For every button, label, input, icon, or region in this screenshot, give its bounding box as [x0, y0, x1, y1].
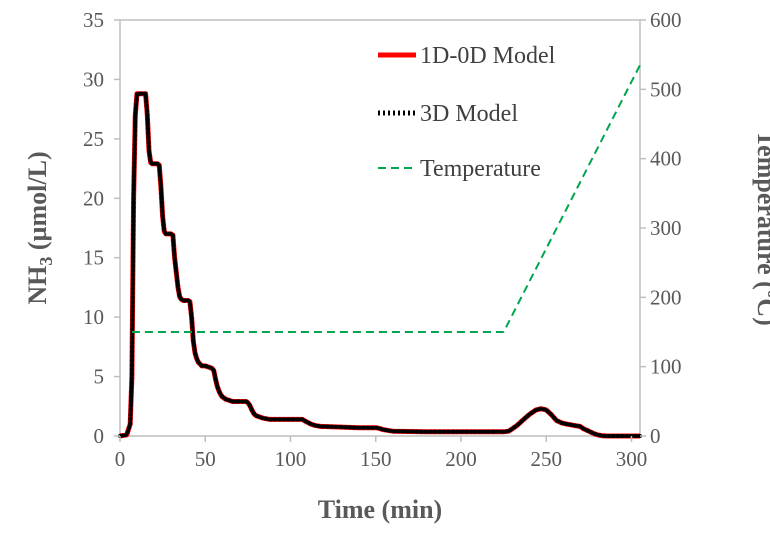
- y-right-tick-label: 0: [650, 424, 661, 448]
- legend-label-1d-0d-model: 1D-0D Model: [420, 43, 556, 69]
- y-left-axis-title: NH3 (µmol/L): [23, 151, 56, 304]
- x-axis-title: Time (min): [318, 495, 442, 524]
- y-left-axis-title-rest: (µmol/L): [23, 151, 52, 256]
- y-left-tick-label: 20: [83, 186, 104, 210]
- y-right-tick-labels: 0 100 200 300 400 500 600: [640, 8, 682, 448]
- y-left-tick-label: 0: [94, 424, 105, 448]
- y-right-tick-label: 500: [650, 77, 682, 101]
- y-right-tick-label: 300: [650, 216, 682, 240]
- y-left-tick-label: 15: [83, 246, 104, 270]
- y-right-tick-label: 600: [650, 8, 682, 32]
- series-layer: [118, 64, 642, 439]
- y-left-tick-label: 30: [83, 67, 104, 91]
- legend-label-3d-model: 3D Model: [420, 101, 518, 127]
- x-tick-label: 250: [530, 447, 562, 471]
- legend: 1D-0D Model 3D Model Temperature: [378, 43, 556, 182]
- y-left-axis-title-main: NH: [23, 266, 52, 305]
- y-left-tick-label: 5: [94, 365, 105, 389]
- x-tick-label: 300: [616, 447, 648, 471]
- y-left-tick-labels: 0 5 10 15 20 25 30 35: [83, 8, 120, 448]
- x-tick-label: 150: [360, 447, 392, 471]
- plot-area-border: [119, 19, 641, 437]
- legend-label-temperature: Temperature: [420, 156, 541, 182]
- y-left-axis-title-subscript: 3: [36, 257, 56, 266]
- y-left-tick-label: 10: [83, 305, 104, 329]
- series-line-3d-model: [118, 91, 642, 438]
- y-left-tick-label: 35: [83, 8, 104, 32]
- x-tick-label: 0: [115, 447, 126, 471]
- plot-frame: [119, 19, 641, 437]
- y-right-tick-label: 200: [650, 285, 682, 309]
- x-tick-label: 50: [195, 447, 216, 471]
- series-line-temperature: [131, 64, 641, 333]
- y-right-tick-label: 100: [650, 355, 682, 379]
- y-right-tick-label: 400: [650, 147, 682, 171]
- x-tick-labels: 0 50 100 150 200 250 300: [115, 436, 647, 471]
- y-right-axis-title: Temperature (ºC): [752, 130, 770, 326]
- series-line-1d-0d-model: [119, 91, 640, 439]
- y-left-tick-label: 25: [83, 127, 104, 151]
- x-tick-label: 200: [445, 447, 477, 471]
- x-tick-label: 100: [275, 447, 307, 471]
